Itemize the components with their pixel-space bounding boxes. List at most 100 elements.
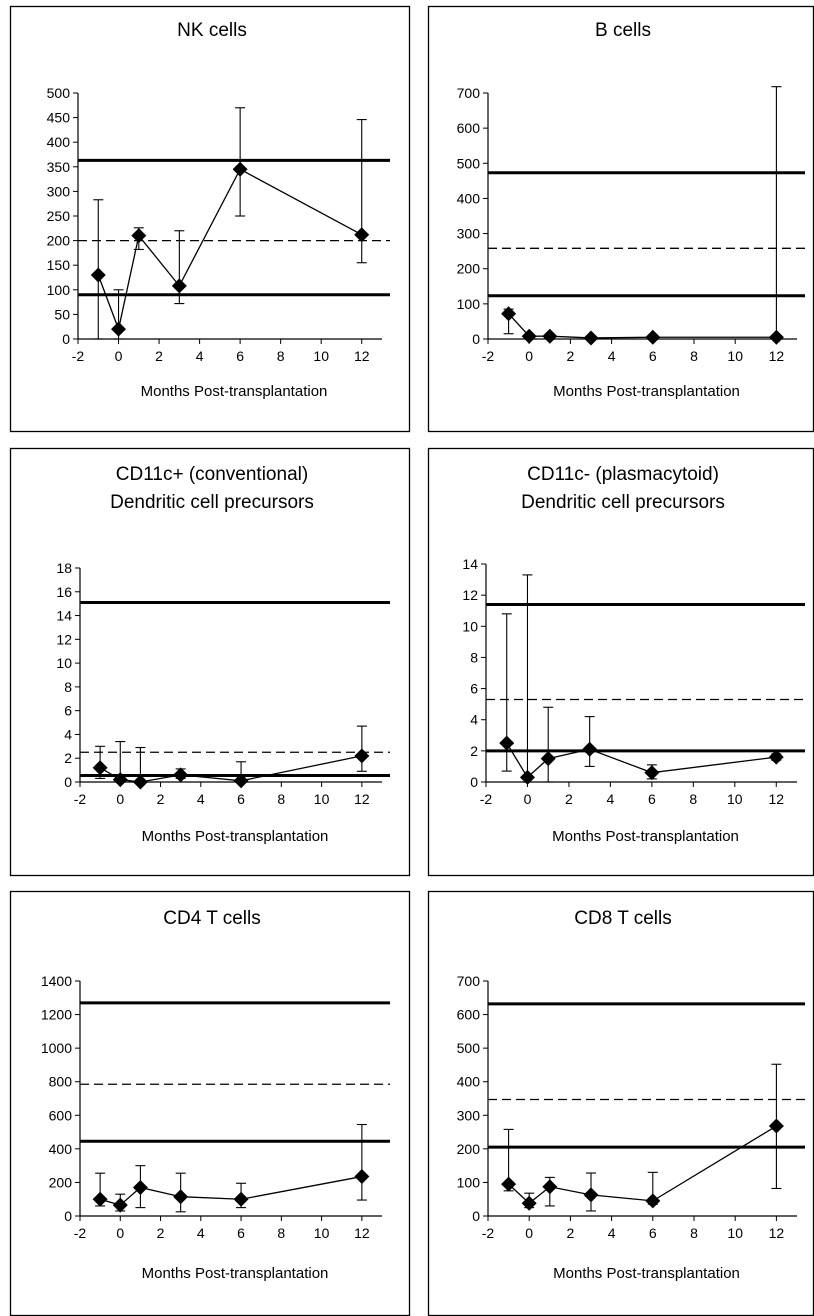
y-tick-label: 500	[457, 155, 481, 171]
chart-panel-cd11c-plus-dc: CD11c+ (conventional) Dendritic cell prec…	[9, 447, 411, 877]
chart-panel-cd8-t-cells: CD8 T cells 0 100 200 300 400 500 600 700 -2 0 2 4 6 8…	[427, 890, 814, 1316]
x-tick-label: -2	[482, 348, 495, 364]
data-point	[132, 774, 148, 790]
x-tick-label: 12	[354, 791, 370, 807]
x-tick-label: 2	[567, 348, 575, 364]
data-point	[131, 228, 147, 244]
y-tick-label: 8	[64, 679, 72, 695]
x-tick-label: -2	[480, 791, 493, 807]
y-tick-label: 200	[457, 1141, 481, 1157]
x-tick-label: 8	[690, 1225, 698, 1241]
x-tick-label: 10	[727, 348, 743, 364]
panel-border	[9, 890, 411, 1316]
x-tick-label: 2	[567, 1225, 575, 1241]
x-tick-label: 12	[769, 1225, 785, 1241]
x-tick-label: 12	[354, 1225, 370, 1241]
y-tick-label: 600	[457, 120, 481, 136]
x-tick-label: 8	[689, 791, 697, 807]
chart-title: B cells	[595, 20, 651, 41]
x-axis-label: Months Post-transplantation	[552, 828, 739, 845]
data-point	[171, 278, 187, 294]
y-tick-label: 300	[457, 1107, 481, 1123]
data-point	[112, 772, 128, 788]
x-tick-label: 2	[565, 791, 573, 807]
y-tick-label: 500	[47, 85, 71, 101]
error-bar	[356, 1123, 367, 1201]
y-tick-label: 0	[470, 774, 478, 790]
data-point	[92, 1191, 108, 1207]
series-line	[97, 168, 363, 332]
x-tick-label: 8	[690, 348, 698, 364]
data-point	[232, 161, 248, 177]
x-tick-label: 6	[649, 348, 657, 364]
data-point	[354, 227, 370, 243]
chart-panel-cd11c-minus-dc: CD11c- (plasmacytoid) Dendritic cell prec…	[427, 447, 814, 877]
data-point	[645, 1193, 661, 1209]
error-bar	[771, 86, 782, 340]
data-point	[111, 321, 127, 337]
y-tick-label: 2	[470, 743, 478, 759]
y-tick-label: 0	[64, 774, 72, 790]
error-bar	[543, 706, 554, 783]
x-tick-label: 4	[197, 791, 205, 807]
chart-title: Dendritic cell precursors	[521, 492, 725, 513]
y-tick-label: 14	[56, 608, 72, 624]
y-tick-label: 600	[49, 1107, 73, 1123]
x-tick-label: 4	[196, 348, 204, 364]
x-tick-label: 0	[116, 791, 124, 807]
chart-panel-nk-cells: NK cells 0 50 100 150 200 250 300 350 400 450 500 -2…	[9, 5, 411, 433]
x-axis-label: Months Post-transplantation	[141, 383, 328, 400]
data-point	[519, 769, 535, 785]
y-tick-label: 200	[457, 261, 481, 277]
x-tick-label: 6	[237, 791, 245, 807]
y-tick-label: 1400	[41, 973, 72, 989]
chart-title: CD8 T cells	[574, 908, 672, 929]
y-tick-label: 250	[47, 208, 71, 224]
y-tick-label: 200	[47, 233, 71, 249]
x-tick-label: 10	[314, 791, 330, 807]
data-point	[542, 328, 558, 344]
x-tick-label: 12	[769, 348, 785, 364]
chart-title: CD4 T cells	[163, 908, 261, 929]
data-point	[768, 329, 784, 345]
y-tick-label: 8	[470, 649, 478, 665]
y-tick-label: 700	[457, 85, 481, 101]
y-tick-label: 0	[64, 1208, 72, 1224]
data-point	[501, 306, 517, 322]
chart-title: Dendritic cell precursors	[110, 492, 314, 513]
y-tick-label: 1000	[41, 1040, 72, 1056]
x-tick-label: 10	[313, 348, 329, 364]
y-tick-label: 400	[49, 1141, 73, 1157]
panel-border	[427, 5, 814, 433]
x-tick-label: -2	[482, 1225, 495, 1241]
x-tick-label: 6	[237, 1225, 245, 1241]
data-point	[173, 1189, 189, 1205]
chart-title: CD11c+ (conventional)	[116, 464, 308, 485]
x-tick-label: 4	[197, 1225, 205, 1241]
x-tick-label: 6	[649, 1225, 657, 1241]
data-point	[92, 760, 108, 776]
x-tick-label: 6	[236, 348, 244, 364]
x-axis-label: Months Post-transplantation	[142, 828, 329, 845]
y-tick-label: 4	[64, 726, 72, 742]
x-tick-label: 0	[115, 348, 123, 364]
x-tick-label: 12	[768, 791, 784, 807]
x-tick-label: 8	[277, 348, 285, 364]
x-tick-label: 0	[524, 791, 532, 807]
chart-svg-nk-cells: NK cells050100150200250300350400450500-2…	[9, 5, 411, 433]
x-tick-label: 0	[525, 348, 533, 364]
y-tick-label: 300	[47, 183, 71, 199]
x-tick-label: 10	[727, 1225, 743, 1241]
y-tick-label: 600	[457, 1007, 481, 1023]
data-point	[542, 1179, 558, 1195]
y-tick-label: 2	[64, 750, 72, 766]
series-line	[506, 742, 777, 779]
chart-title: CD11c- (plasmacytoid)	[527, 464, 719, 485]
y-tick-label: 400	[47, 134, 71, 150]
x-axis-label: Months Post-transplantation	[553, 383, 740, 400]
x-tick-label: 8	[277, 1225, 285, 1241]
data-point	[90, 267, 106, 283]
y-tick-label: 18	[56, 560, 72, 576]
x-tick-label: -2	[74, 791, 87, 807]
